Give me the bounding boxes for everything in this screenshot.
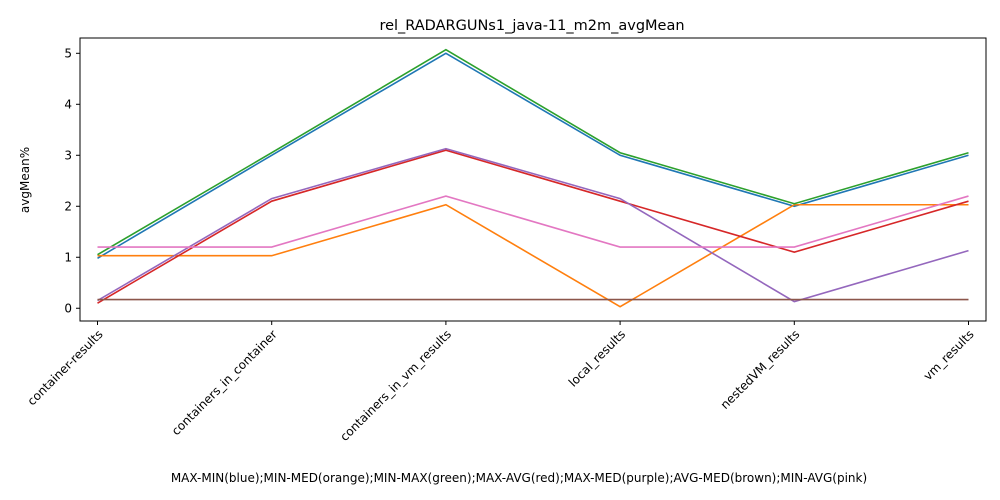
series-layer [97, 48, 969, 308]
chart-title: rel_RADARGUNs1_java-11_m2m_avgMean [379, 18, 684, 34]
x-tick-label: containers_in_container [169, 327, 280, 438]
y-tick-label: 5 [64, 46, 72, 60]
y-tick-label: 2 [64, 199, 72, 213]
y-axis: 0 1 2 3 4 5 [64, 46, 80, 315]
plot-frame [79, 37, 987, 322]
x-axis-label: MAX-MIN(blue);MIN-MED(orange);MIN-MAX(gr… [171, 471, 867, 485]
series-line-7 [97, 195, 969, 248]
x-tick-label: nestedVM_results [718, 327, 803, 412]
y-axis-label: avgMean% [18, 147, 32, 213]
y-tick-label: 1 [64, 250, 72, 264]
y-tick-label: 4 [64, 97, 72, 111]
x-tick-label: local_results [566, 327, 628, 389]
y-tick-label: 3 [64, 148, 72, 162]
x-axis: container-results containers_in_container… [25, 321, 977, 444]
series-line-4 [97, 149, 969, 304]
x-tick-label: vm_results [921, 327, 977, 383]
x-tick-label: container-results [25, 327, 106, 408]
series-line-5 [97, 147, 969, 303]
series-line-1 [97, 52, 969, 259]
series-line-2 [97, 203, 969, 308]
y-tick-label: 0 [64, 301, 72, 315]
series-line-3 [97, 48, 969, 256]
x-tick-label: containers_in_vm_results [337, 327, 454, 444]
